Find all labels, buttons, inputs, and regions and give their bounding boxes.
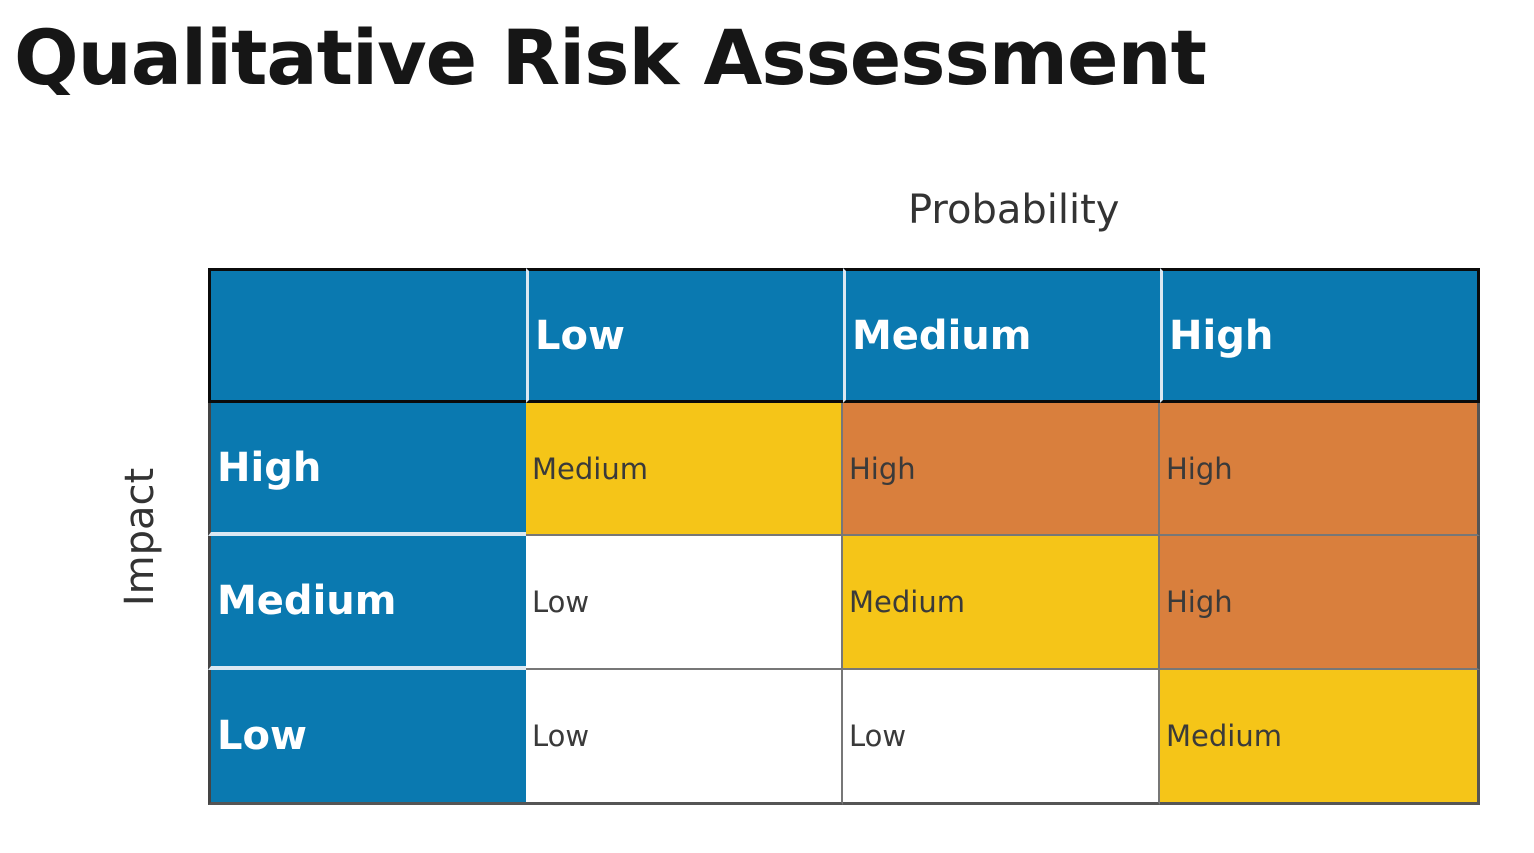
risk-cell: High [843, 403, 1160, 536]
column-header-medium: Medium [843, 268, 1160, 403]
risk-matrix: Low Medium High High Medium High High Me… [208, 268, 1480, 805]
page-title: Qualitative Risk Assessment [14, 13, 1207, 102]
risk-cell: Low [526, 536, 843, 670]
risk-cell: Medium [843, 536, 1160, 670]
risk-cell: Low [843, 670, 1160, 805]
risk-cell: High [1160, 536, 1480, 670]
risk-cell: Medium [526, 403, 843, 536]
row-header-high: High [208, 403, 526, 536]
row-header-low: Low [208, 670, 526, 805]
row-header-medium: Medium [208, 536, 526, 670]
column-header-high: High [1160, 268, 1480, 403]
impact-axis-label: Impact [117, 467, 163, 607]
risk-cell: Medium [1160, 670, 1480, 805]
probability-axis-label: Probability [908, 187, 1120, 233]
matrix-corner-cell [208, 268, 526, 403]
risk-cell: Low [526, 670, 843, 805]
risk-cell: High [1160, 403, 1480, 536]
column-header-low: Low [526, 268, 843, 403]
